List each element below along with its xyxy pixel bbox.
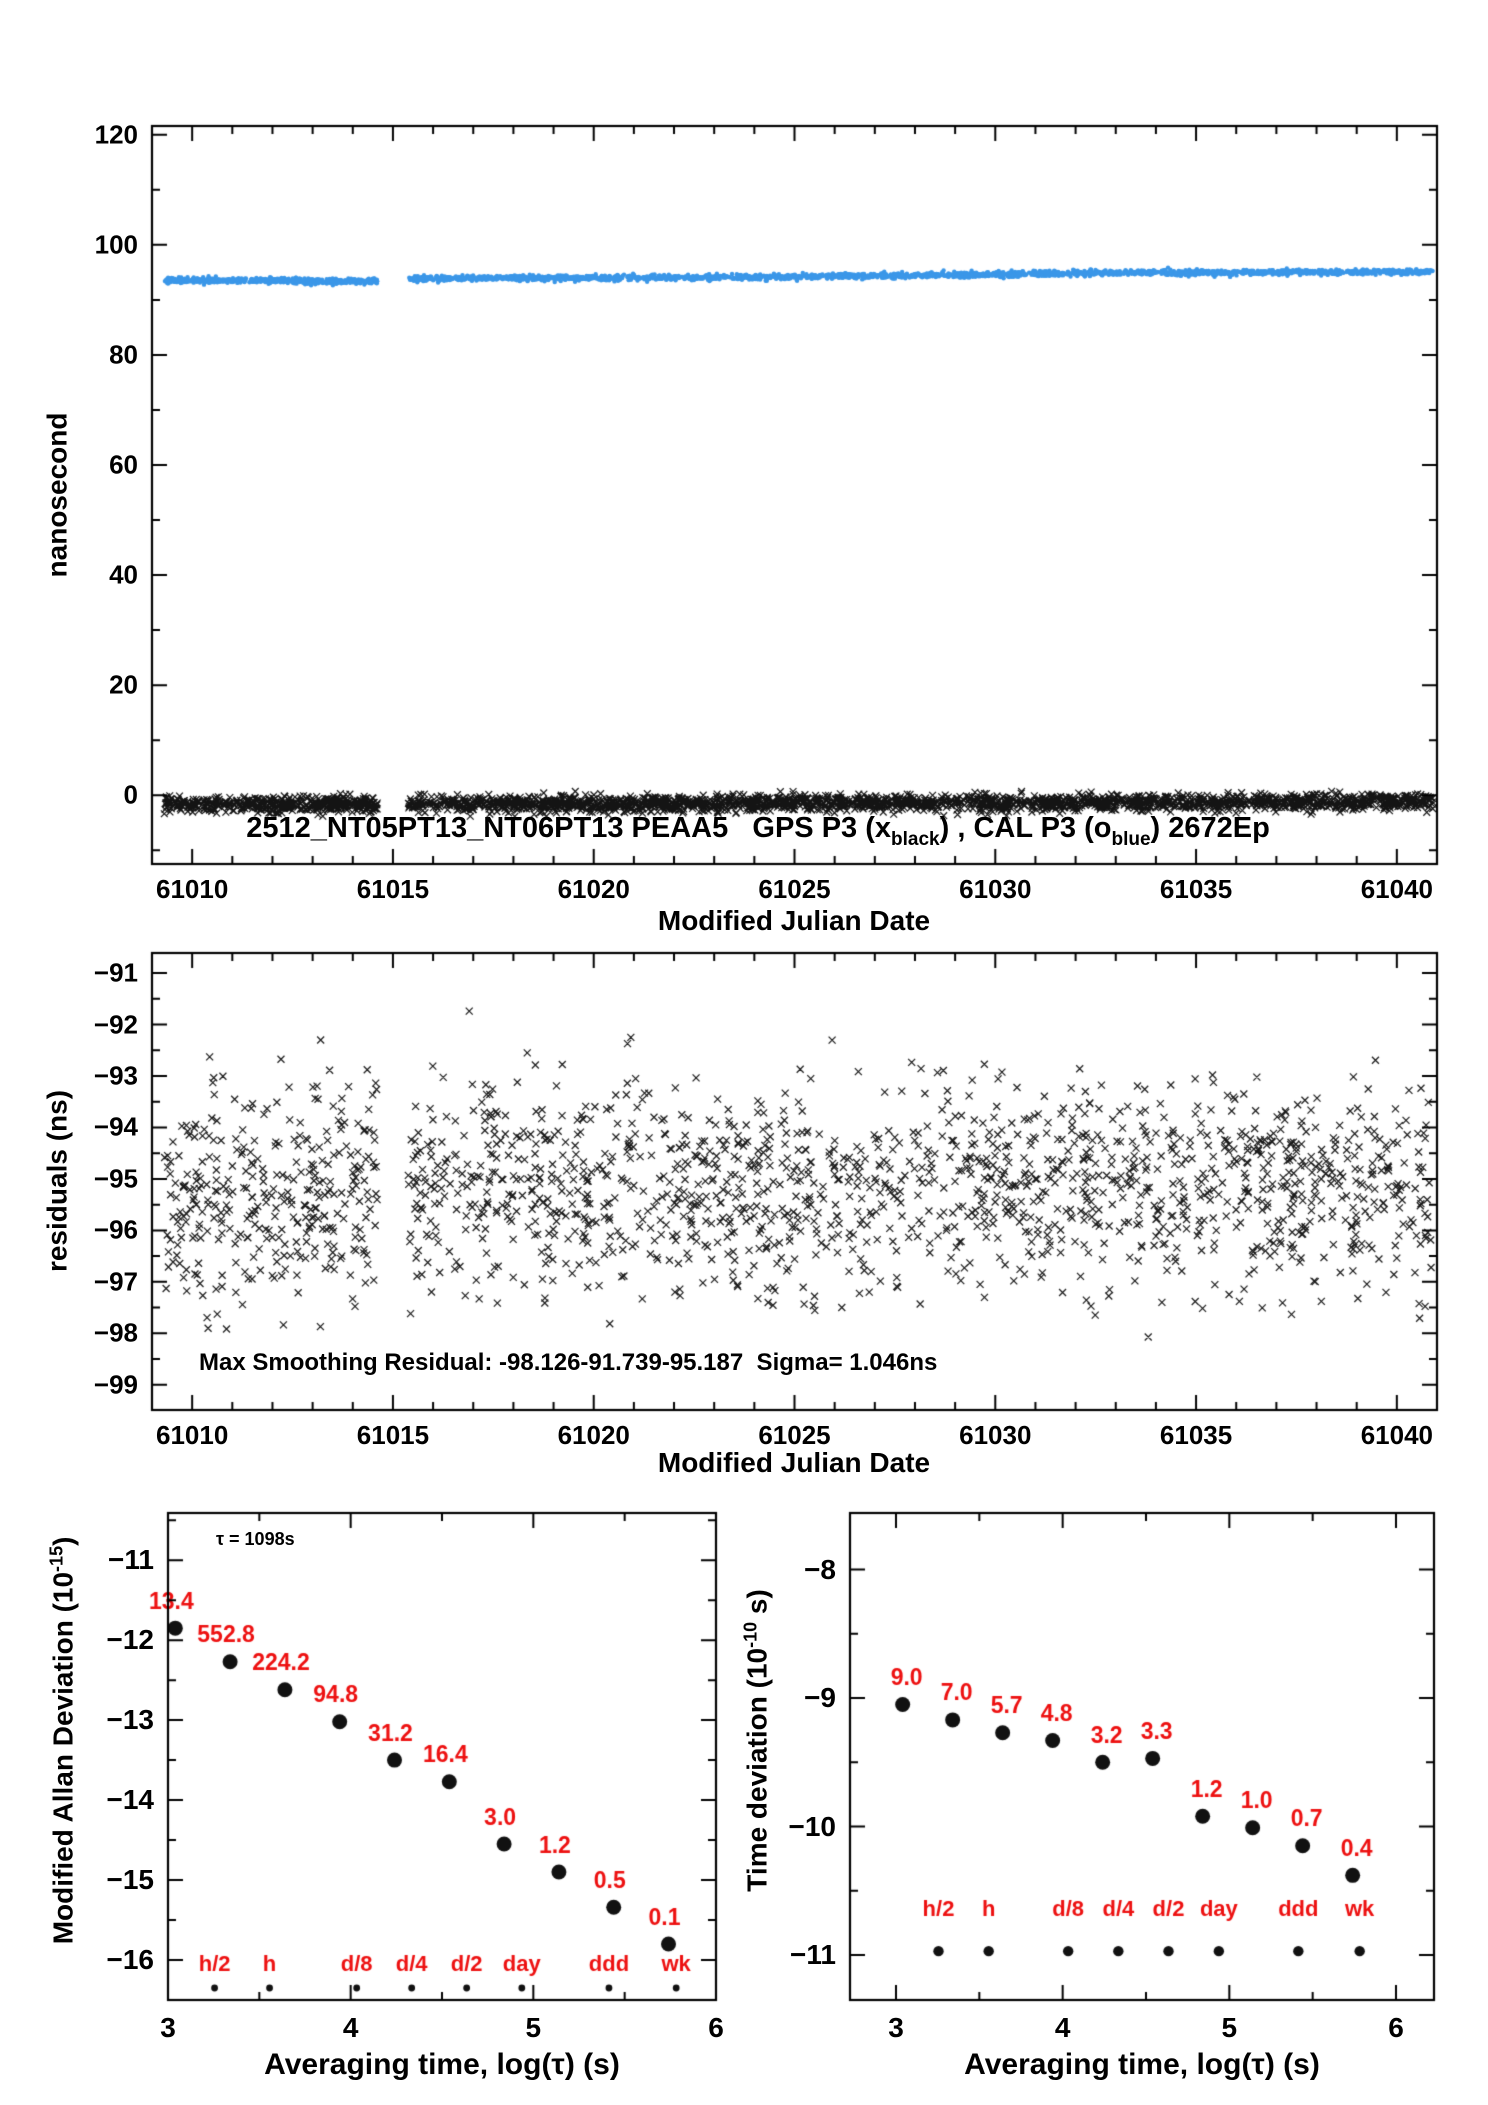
x-tick-label: 61040 [1360,874,1433,904]
y-tick-label: 80 [109,339,138,370]
tau-annotation: τ = 1098s [216,1529,295,1549]
x-tick-label: 61025 [758,874,831,904]
y-tick-label: −12 [106,1624,155,1656]
smoothing-residual-annotation: Max Smoothing Residual: -98.126-91.739-9… [199,1349,938,1376]
y-tick-label: −11 [790,1939,836,1971]
x-tick-label: 61015 [356,1420,430,1450]
y-tick-label: 0 [123,779,138,810]
y-tick-label: −99 [93,1369,138,1400]
x-tick-label: 5 [1221,2012,1238,2043]
y-tick-label: −9 [804,1682,836,1714]
top-y-axis-label: nanosecond [41,412,73,578]
x-tick-label: 61035 [1159,874,1233,904]
x-tick-label: 61020 [557,874,630,904]
title-subscript-blue: blue [1111,828,1151,850]
top-x-axis-label: Modified Julian Date [657,905,931,936]
y-tick-label: −98 [93,1317,138,1348]
mdev-ylabel-main: Modified Allan Deviation (10 [47,1571,79,1945]
title-segment: ) 2672Ep [1150,811,1270,844]
x-tick-label: 61030 [959,874,1032,904]
y-tick-label: −13 [106,1704,155,1736]
middle-x-axis-label: Modified Julian Date [657,1447,931,1478]
tdev-y-axis-label: Time deviation (10-10 s) [710,1589,803,1923]
x-tick-label: 3 [888,2012,904,2043]
tdev-ylabel-end: s) [741,1589,773,1622]
y-tick-label: 60 [109,449,138,480]
y-tick-label: −96 [93,1214,138,1245]
x-tick-label: 6 [1388,2012,1404,2043]
tdev-ylabel-main: Time deviation (10 [741,1647,773,1892]
y-tick-label: −16 [106,1944,155,1976]
x-tick-label: 3 [160,2012,176,2043]
y-tick-label: −8 [804,1553,836,1585]
x-tick-label: 61010 [156,1420,229,1450]
tdev-x-axis-label: Averaging time, log(τ) (s) [964,2048,1320,2081]
title-subscript-black: black [891,828,940,850]
y-tick-label: 40 [109,559,138,590]
x-tick-label: 61040 [1360,1420,1433,1450]
y-tick-label: 20 [109,669,138,700]
y-tick-label: −10 [788,1810,837,1842]
title-segment: 2512_NT05PT13_NT06PT13 PEAA5 GPS P3 (x [246,811,892,844]
x-tick-label: 61030 [959,1420,1032,1450]
middle-y-axis-label: residuals (ns) [41,1089,73,1273]
x-tick-label: 61025 [758,1420,831,1450]
mdev-ylabel-exponent: -15 [46,1545,67,1572]
mdev-ylabel-end: ) [47,1536,79,1546]
y-tick-label: −93 [93,1060,138,1091]
mdev-y-axis-label: Modified Allan Deviation (10-15) [16,1537,109,1976]
y-tick-label: −14 [106,1784,155,1816]
y-tick-label: 120 [94,119,138,150]
x-tick-label: 5 [525,2012,542,2043]
y-tick-label: 100 [94,229,138,260]
x-tick-label: 61035 [1159,1420,1233,1450]
top-chart-title: 2512_NT05PT13_NT06PT13 PEAA5 GPS P3 (xbl… [214,781,1270,883]
y-tick-label: −11 [108,1544,154,1576]
y-tick-label: −97 [93,1266,138,1297]
y-tick-label: −15 [106,1864,155,1896]
x-tick-label: 4 [1054,2012,1071,2043]
x-tick-label: 61020 [557,1420,630,1450]
title-segment: ) , CAL P3 (o [939,811,1112,844]
mdev-x-axis-label: Averaging time, log(τ) (s) [264,2048,620,2081]
y-tick-label: −92 [93,1009,138,1040]
x-tick-label: 61015 [356,874,430,904]
x-tick-label: 4 [342,2012,359,2043]
y-tick-label: −91 [93,957,138,988]
y-tick-label: −95 [93,1163,138,1194]
tdev-ylabel-exponent: -10 [740,1621,761,1648]
x-tick-label: 6 [708,2012,724,2043]
y-tick-label: −94 [93,1111,138,1142]
x-tick-label: 61010 [156,874,229,904]
